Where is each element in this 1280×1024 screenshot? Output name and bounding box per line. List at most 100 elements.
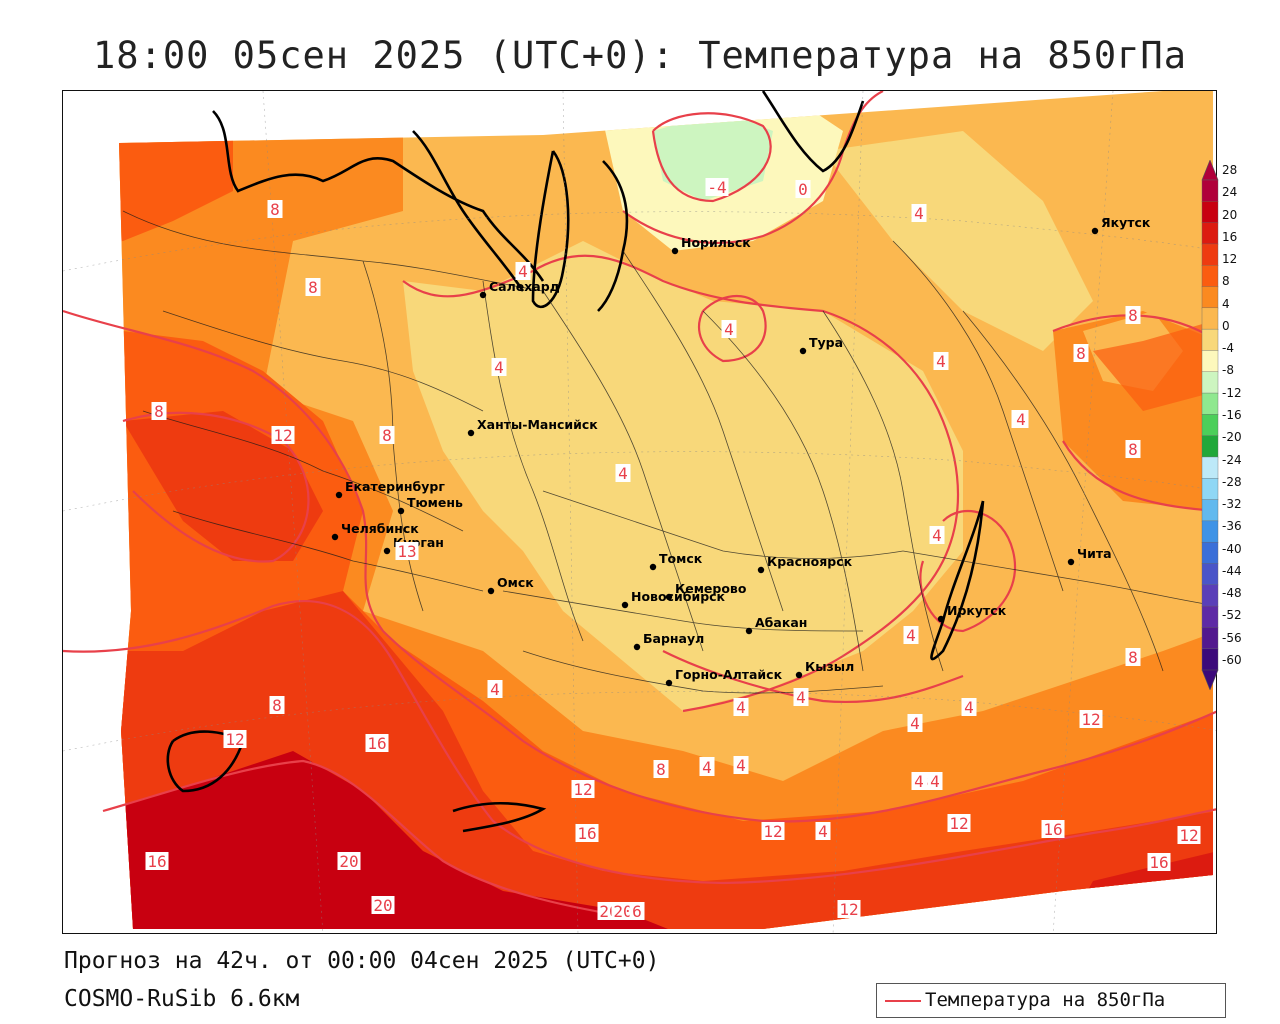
- city-dot: [621, 601, 629, 609]
- contour-label-bg: [491, 358, 507, 376]
- city-dot: [671, 247, 679, 255]
- city-15: Барнаул: [633, 631, 704, 651]
- contour-label: 4: [733, 756, 749, 775]
- city-2: Салехард: [479, 279, 560, 299]
- contour-label-bg: [947, 814, 971, 832]
- contour-label: 4: [793, 688, 809, 707]
- contour-label-text: 4: [906, 626, 916, 645]
- city-label: Горно-Алтайск: [675, 667, 783, 682]
- contour-label: 20: [337, 852, 361, 871]
- contour-label-bg: [269, 696, 285, 714]
- contour-label-text: 12: [1179, 826, 1198, 845]
- contour-label-bg: [305, 278, 321, 296]
- colorbar-tick-label: 0: [1222, 318, 1230, 333]
- forecast-info: Прогноз на 42ч. от 00:00 04сен 2025 (UTC…: [64, 948, 660, 974]
- city-label: Иркутск: [947, 603, 1007, 618]
- colorbar-swatch: [1201, 563, 1219, 586]
- contour-label-bg: [961, 698, 977, 716]
- contour-label: 4: [487, 680, 503, 699]
- contour-label-bg: [271, 426, 295, 444]
- city-label: Челябинск: [341, 521, 419, 536]
- contour-label: 12: [1079, 710, 1103, 729]
- contour-label-bg: [903, 626, 919, 644]
- contour-label: 12: [837, 900, 861, 919]
- contour-label-text: 12: [763, 822, 782, 841]
- colorbar-tick-label: -36: [1222, 519, 1242, 534]
- city-18: Иркутск: [937, 603, 1007, 623]
- colorbar-tick-label: -60: [1222, 653, 1242, 667]
- colorbar-swatch: [1201, 478, 1219, 501]
- contour-label-bg: [379, 426, 395, 444]
- colorbar-swatch: [1201, 265, 1219, 288]
- contour-label-text: 4: [724, 320, 734, 339]
- contour-label-text: -4: [707, 178, 726, 197]
- contour-label-bg: [1177, 826, 1201, 844]
- colorbar-swatch: [1201, 499, 1219, 522]
- colorbar-tick-label: 28: [1222, 163, 1238, 177]
- colorbar-swatch: [1201, 307, 1219, 330]
- contour-label-bg: [629, 902, 645, 920]
- contour-label-text: 8: [1076, 344, 1086, 363]
- colorbar-tick-label: -44: [1222, 563, 1242, 578]
- contour-label-text: 12: [273, 426, 292, 445]
- colorbar-tick-label: -52: [1222, 608, 1242, 623]
- contour-label-bg: [615, 464, 631, 482]
- contour-label: 8: [1073, 344, 1089, 363]
- contour-label-text: 4: [618, 464, 628, 483]
- contour-label-bg: [267, 200, 283, 218]
- contour-label-text: 12: [839, 900, 858, 919]
- contour-label: 16: [365, 734, 389, 753]
- contour-label-text: 8: [1128, 306, 1138, 325]
- colorbar-swatch: [1201, 648, 1219, 671]
- colorbar-swatch: [1201, 350, 1219, 373]
- contour-label-text: 16: [577, 824, 596, 843]
- contour-label-text: 6: [632, 902, 642, 921]
- contour-label: 8: [267, 200, 283, 219]
- contour-label-bg: [795, 180, 811, 198]
- city-dot: [799, 347, 807, 355]
- contour-label-text: 20: [339, 852, 358, 871]
- city-dot: [397, 507, 405, 515]
- contour-label: 16: [145, 852, 169, 871]
- colorbar-tick-label: -4: [1222, 341, 1234, 356]
- city-label: Томск: [659, 551, 703, 566]
- contour-label: 4: [933, 352, 949, 371]
- city-7: Челябинск: [331, 521, 419, 541]
- colorbar-swatch: [1201, 456, 1219, 479]
- colorbar-swatch: [1201, 435, 1219, 458]
- temperature-field: [119, 91, 1213, 929]
- contour-label-bg: [487, 680, 503, 698]
- colorbar-swatch: [1201, 414, 1219, 437]
- city-label: Чита: [1077, 546, 1112, 561]
- city-label: Тура: [809, 335, 843, 350]
- contour-label: 20: [371, 896, 395, 915]
- contour-label: 16: [1147, 853, 1171, 872]
- contour-label-bg: [1125, 648, 1141, 666]
- contour-label-bg: [337, 852, 361, 870]
- colorbar-tick-label: -56: [1222, 630, 1242, 645]
- temperature-map: Якутск Норильск Салехард Тура Ханты-Мансийск…: [62, 90, 1217, 934]
- colorbar-min-arrow: [1201, 669, 1219, 690]
- city-markers: Якутск Норильск Салехард Тура Ханты-Мансийск…: [331, 215, 1151, 687]
- city-dot: [665, 593, 673, 601]
- contour-label-bg: [1125, 306, 1141, 324]
- colorbar-swatch: [1201, 627, 1219, 650]
- city-dot: [633, 643, 641, 651]
- contour-label: 4: [961, 698, 977, 717]
- contour-label-text: 4: [796, 688, 806, 707]
- contour-label: 4: [1013, 410, 1029, 429]
- contour-label-text: 4: [1016, 410, 1026, 429]
- contour-label: 12: [223, 730, 247, 749]
- city-17: Кызыл: [795, 659, 854, 679]
- contour-label: 16: [1041, 820, 1065, 839]
- contour-label: 12: [1177, 826, 1201, 845]
- contour-label-text: 16: [147, 852, 166, 871]
- contour-label-text: 8: [656, 760, 666, 779]
- isotherm-lines: [63, 91, 1216, 918]
- contour-label: 12: [947, 814, 971, 833]
- colorbar-swatch: [1201, 392, 1219, 416]
- colorbar-tick-label: 16: [1222, 229, 1238, 244]
- contour-label-text: 4: [518, 262, 528, 281]
- contour-label: 8: [1125, 648, 1141, 667]
- colorbar-tick-label: -12: [1222, 385, 1242, 400]
